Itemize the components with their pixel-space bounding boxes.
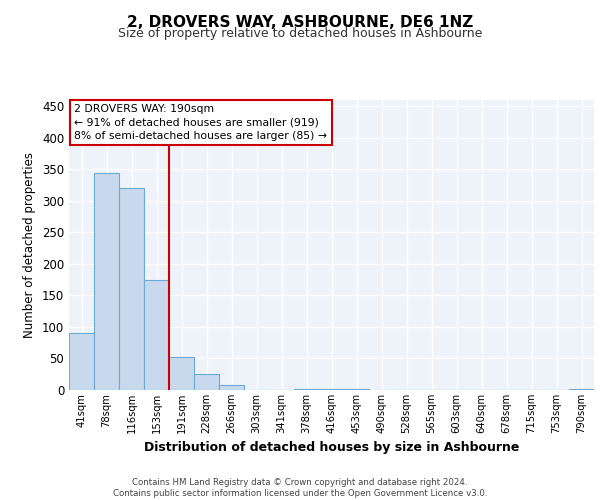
Bar (569, 388, 594, 390)
X-axis label: Distribution of detached houses by size in Ashbourne: Distribution of detached houses by size … (144, 442, 519, 454)
Bar (219, 385, 244, 390)
Bar (344, 388, 369, 390)
Bar (319, 388, 344, 390)
Y-axis label: Number of detached properties: Number of detached properties (23, 152, 37, 338)
Bar (94, 172, 119, 390)
Bar (294, 388, 319, 390)
Bar (119, 188, 144, 390)
Bar (144, 280, 169, 390)
Bar (194, 374, 219, 390)
Text: Size of property relative to detached houses in Ashbourne: Size of property relative to detached ho… (118, 28, 482, 40)
Text: Contains HM Land Registry data © Crown copyright and database right 2024.
Contai: Contains HM Land Registry data © Crown c… (113, 478, 487, 498)
Bar (169, 357, 194, 390)
Text: 2 DROVERS WAY: 190sqm
← 91% of detached houses are smaller (919)
8% of semi-deta: 2 DROVERS WAY: 190sqm ← 91% of detached … (74, 104, 327, 141)
Text: 2, DROVERS WAY, ASHBOURNE, DE6 1NZ: 2, DROVERS WAY, ASHBOURNE, DE6 1NZ (127, 15, 473, 30)
Bar (69, 334, 94, 390)
